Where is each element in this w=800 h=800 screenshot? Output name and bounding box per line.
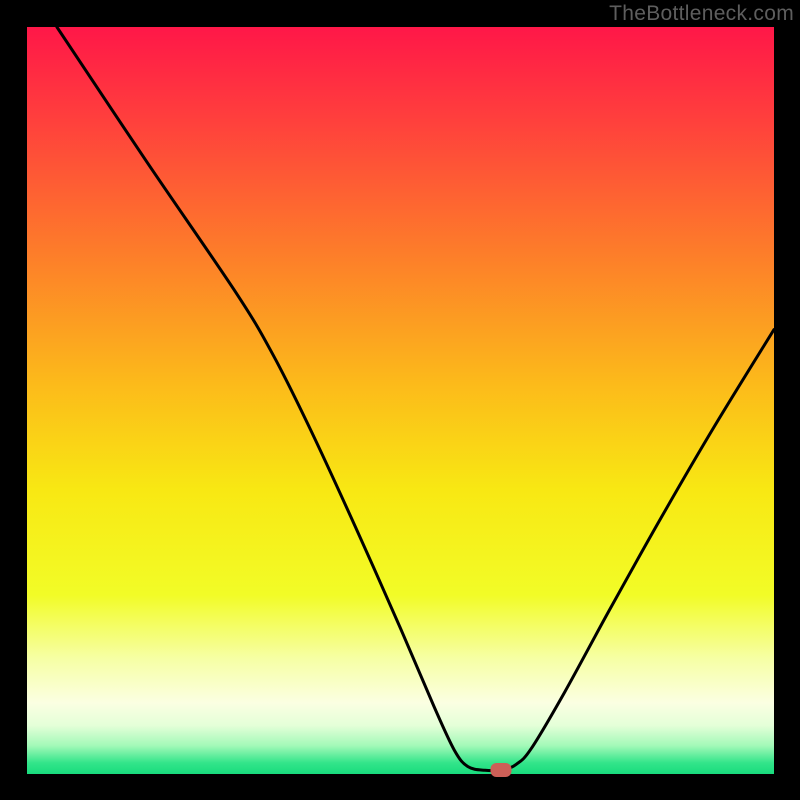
watermark-text: TheBottleneck.com	[609, 2, 794, 26]
optimal-point-marker	[491, 763, 512, 777]
plot-area	[27, 27, 774, 774]
chart-frame: TheBottleneck.com	[0, 0, 800, 800]
bottleneck-curve	[27, 27, 774, 774]
